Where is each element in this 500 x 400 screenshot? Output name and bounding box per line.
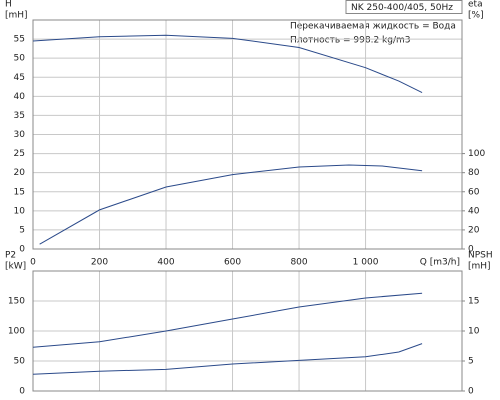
y2-tick-label: 10 [468, 327, 480, 337]
plot-frame [32, 270, 463, 392]
y2-tick-label: 100 [468, 149, 485, 159]
y-axis-label: P2 [5, 251, 16, 261]
y2-axis-label: eta [468, 0, 483, 10]
y-tick-label: 20 [14, 168, 26, 178]
x-axis-label: Q [m3/h] [420, 258, 460, 268]
y-tick-label: 0 [19, 387, 25, 397]
y2-tick-label: 60 [468, 187, 480, 197]
chart-title: NK 250-400/405, 50Hz [351, 3, 453, 13]
y-tick-label: 150 [8, 297, 25, 307]
y-tick-label: 30 [14, 130, 26, 140]
x-tick-label: 800 [290, 258, 307, 268]
y-tick-label: 50 [14, 54, 26, 64]
y2-tick-label: 40 [468, 206, 480, 216]
curve [39, 164, 423, 245]
y-tick-label: 50 [14, 357, 26, 367]
y2-tick-label: 0 [468, 245, 474, 255]
curve [32, 292, 423, 348]
plot-frame [32, 19, 463, 250]
annotation: Перекачиваемая жидкость = Вода [290, 22, 456, 32]
curve [32, 343, 423, 375]
y-tick-label: 45 [14, 73, 25, 83]
y-tick-label: 35 [14, 111, 25, 121]
y2-axis-label: [mH] [468, 262, 491, 272]
x-tick-label: 1 000 [353, 258, 379, 268]
x-tick-label: 0 [30, 258, 36, 268]
x-tick-label: 400 [157, 258, 174, 268]
y-tick-label: 25 [14, 149, 25, 159]
title-box [345, 0, 463, 14]
y2-axis-label: NPSH [468, 251, 493, 261]
y2-axis-label: [%] [468, 11, 484, 21]
y2-tick-label: 0 [468, 387, 474, 397]
y-tick-label: 15 [14, 187, 25, 197]
y-tick-label: 40 [14, 92, 26, 102]
y-tick-label: 55 [14, 35, 25, 45]
y-tick-label: 5 [19, 225, 25, 235]
y2-tick-label: 5 [468, 357, 474, 367]
y-tick-label: 10 [14, 206, 26, 216]
x-tick-label: 600 [224, 258, 241, 268]
y-axis-label: [mH] [5, 11, 28, 21]
y2-tick-label: 20 [468, 225, 480, 235]
y-axis-label: H [5, 0, 12, 10]
annotation: Плотность = 998.2 kg/m3 [290, 36, 411, 46]
y-tick-label: 100 [8, 327, 25, 337]
curve [32, 34, 423, 93]
y2-tick-label: 15 [468, 297, 479, 307]
y-axis-label: [kW] [5, 262, 26, 272]
y2-tick-label: 80 [468, 168, 480, 178]
x-tick-label: 200 [91, 258, 108, 268]
y-tick-label: 0 [19, 245, 25, 255]
